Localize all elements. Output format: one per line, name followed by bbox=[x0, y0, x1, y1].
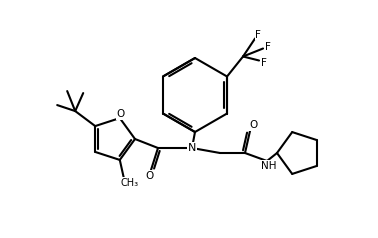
Text: O: O bbox=[117, 109, 125, 119]
Text: CH₃: CH₃ bbox=[121, 178, 139, 188]
Text: NH: NH bbox=[261, 161, 277, 171]
Text: O: O bbox=[146, 171, 154, 181]
Text: F: F bbox=[255, 30, 261, 40]
Text: N: N bbox=[188, 143, 196, 153]
Text: O: O bbox=[250, 120, 258, 130]
Text: F: F bbox=[265, 43, 271, 53]
Text: F: F bbox=[261, 59, 267, 69]
